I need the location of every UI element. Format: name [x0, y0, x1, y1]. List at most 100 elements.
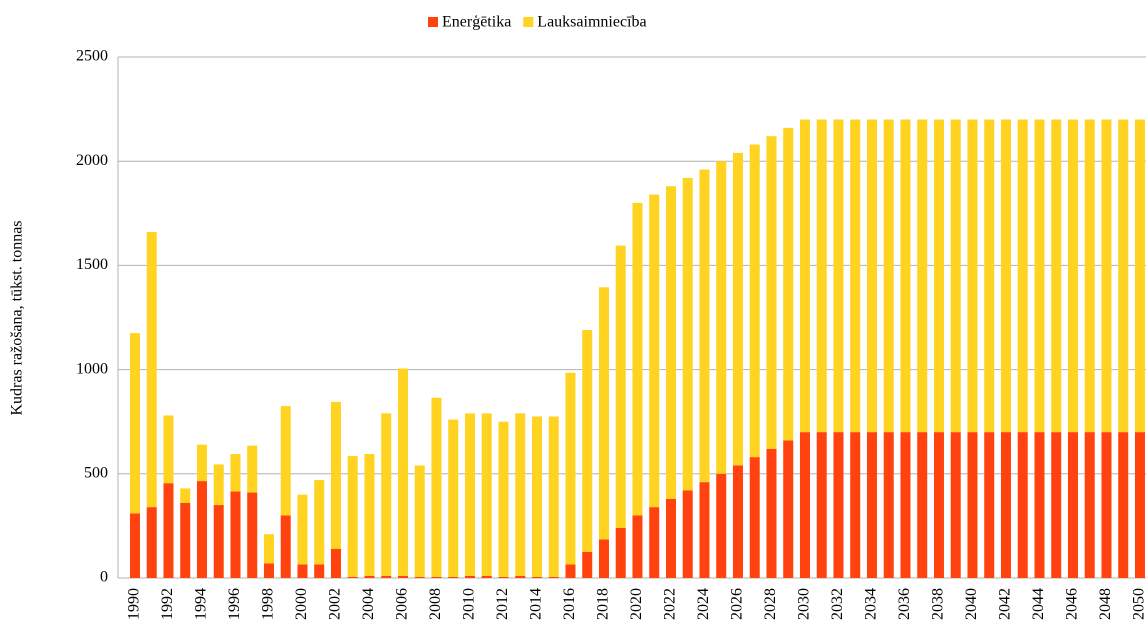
bar-segment [1101, 432, 1112, 578]
bar-segment [146, 232, 157, 508]
bar-segment [984, 432, 995, 578]
bar-segment [180, 488, 191, 503]
bar-segment [716, 161, 727, 474]
bar-segment [397, 368, 408, 576]
bar-segment [347, 456, 358, 577]
bar-segment [230, 454, 241, 492]
bar-segment [900, 119, 911, 433]
bar-segment [1118, 432, 1129, 578]
bar-segment [883, 119, 894, 433]
x-tick-label: 1990 [126, 588, 143, 620]
bar-segment [1051, 432, 1062, 578]
bar-segment [866, 119, 877, 433]
bar-segment [397, 575, 408, 578]
bar-segment [850, 432, 861, 578]
bar-segment [866, 432, 877, 578]
x-tick-label: 2010 [461, 588, 478, 620]
bar-segment [1067, 119, 1078, 433]
bar-segment [213, 464, 224, 506]
bar-segment [297, 494, 308, 565]
bar-segment [129, 513, 140, 578]
bar-segment [414, 465, 425, 577]
bar-segment [883, 432, 894, 578]
x-tick-label: 2000 [293, 588, 310, 620]
bar-segment [330, 548, 341, 578]
bar-segment [347, 576, 358, 578]
bar-segment [263, 563, 274, 578]
bar-segment [314, 564, 325, 578]
bar-segment [917, 432, 928, 578]
bar-segment [129, 333, 140, 514]
x-tick-label: 2038 [930, 588, 947, 620]
x-tick-label: 2046 [1064, 588, 1081, 620]
y-tick-label: 1500 [76, 256, 108, 273]
legend-label: Lauksaimniecība [537, 14, 646, 31]
x-tick-label: 1996 [226, 588, 243, 620]
x-tick-label: 1998 [260, 588, 277, 620]
bar-segment [682, 177, 693, 491]
bar-segment [984, 119, 995, 433]
bar-segment [531, 576, 542, 578]
x-tick-label: 1992 [159, 588, 176, 620]
bar-segment [732, 465, 743, 578]
bar-segment [1017, 432, 1028, 578]
bar-segment [699, 482, 710, 578]
x-tick-label: 2042 [997, 588, 1014, 620]
x-tick-label: 2034 [863, 588, 880, 620]
bar-segment [649, 194, 660, 508]
bar-segment [481, 413, 492, 576]
bar-segment [280, 515, 291, 578]
x-tick-label: 2012 [494, 588, 511, 620]
bar-segment [1051, 119, 1062, 433]
y-tick-label: 0 [100, 569, 108, 586]
bar-segment [749, 457, 760, 578]
bar-segment [582, 551, 593, 578]
bar-segment [364, 575, 375, 578]
x-tick-label: 2020 [628, 588, 645, 620]
bar-segment [163, 415, 174, 484]
bar-segment [665, 498, 676, 578]
bar-segment [498, 421, 509, 577]
bar-segment [230, 491, 241, 578]
bar-segment [766, 136, 777, 449]
y-tick-label: 500 [84, 464, 108, 481]
bar-segment [515, 413, 526, 576]
bar-segment [196, 481, 207, 578]
bar-segment [749, 144, 760, 458]
bar-segment [799, 119, 810, 433]
x-tick-label: 2022 [662, 588, 679, 620]
bar-segment [297, 564, 308, 578]
bar-segment [364, 454, 375, 576]
x-tick-label: 2048 [1097, 588, 1114, 620]
bar-segment [1000, 119, 1011, 433]
bar-segment [933, 119, 944, 433]
bar-segment [1134, 119, 1145, 433]
bar-segment [598, 287, 609, 540]
bar-segment [682, 490, 693, 578]
bar-segment [1084, 432, 1095, 578]
bar-segment [699, 169, 710, 483]
bar-segment [833, 432, 844, 578]
bar-segment [448, 419, 459, 577]
bar-segment [180, 502, 191, 578]
x-tick-label: 2002 [327, 588, 344, 620]
legend-label: Enerģētika [442, 14, 511, 31]
bar-segment [933, 432, 944, 578]
bar-segment [1084, 119, 1095, 433]
bar-segment [1000, 432, 1011, 578]
bar-segment [431, 397, 442, 577]
x-tick-label: 2018 [595, 588, 612, 620]
y-tick-label: 2500 [76, 48, 108, 65]
bar-segment [381, 575, 392, 578]
bar-segment [548, 416, 559, 577]
y-tick-label: 2000 [76, 152, 108, 169]
bar-segment [967, 432, 978, 578]
x-tick-label: 1994 [193, 588, 210, 620]
bar-segment [732, 152, 743, 466]
x-tick-label: 2026 [729, 588, 746, 620]
bar-segment [950, 119, 961, 433]
bar-segment [1034, 432, 1045, 578]
bar-segment [615, 527, 626, 578]
bar-segment [196, 444, 207, 482]
